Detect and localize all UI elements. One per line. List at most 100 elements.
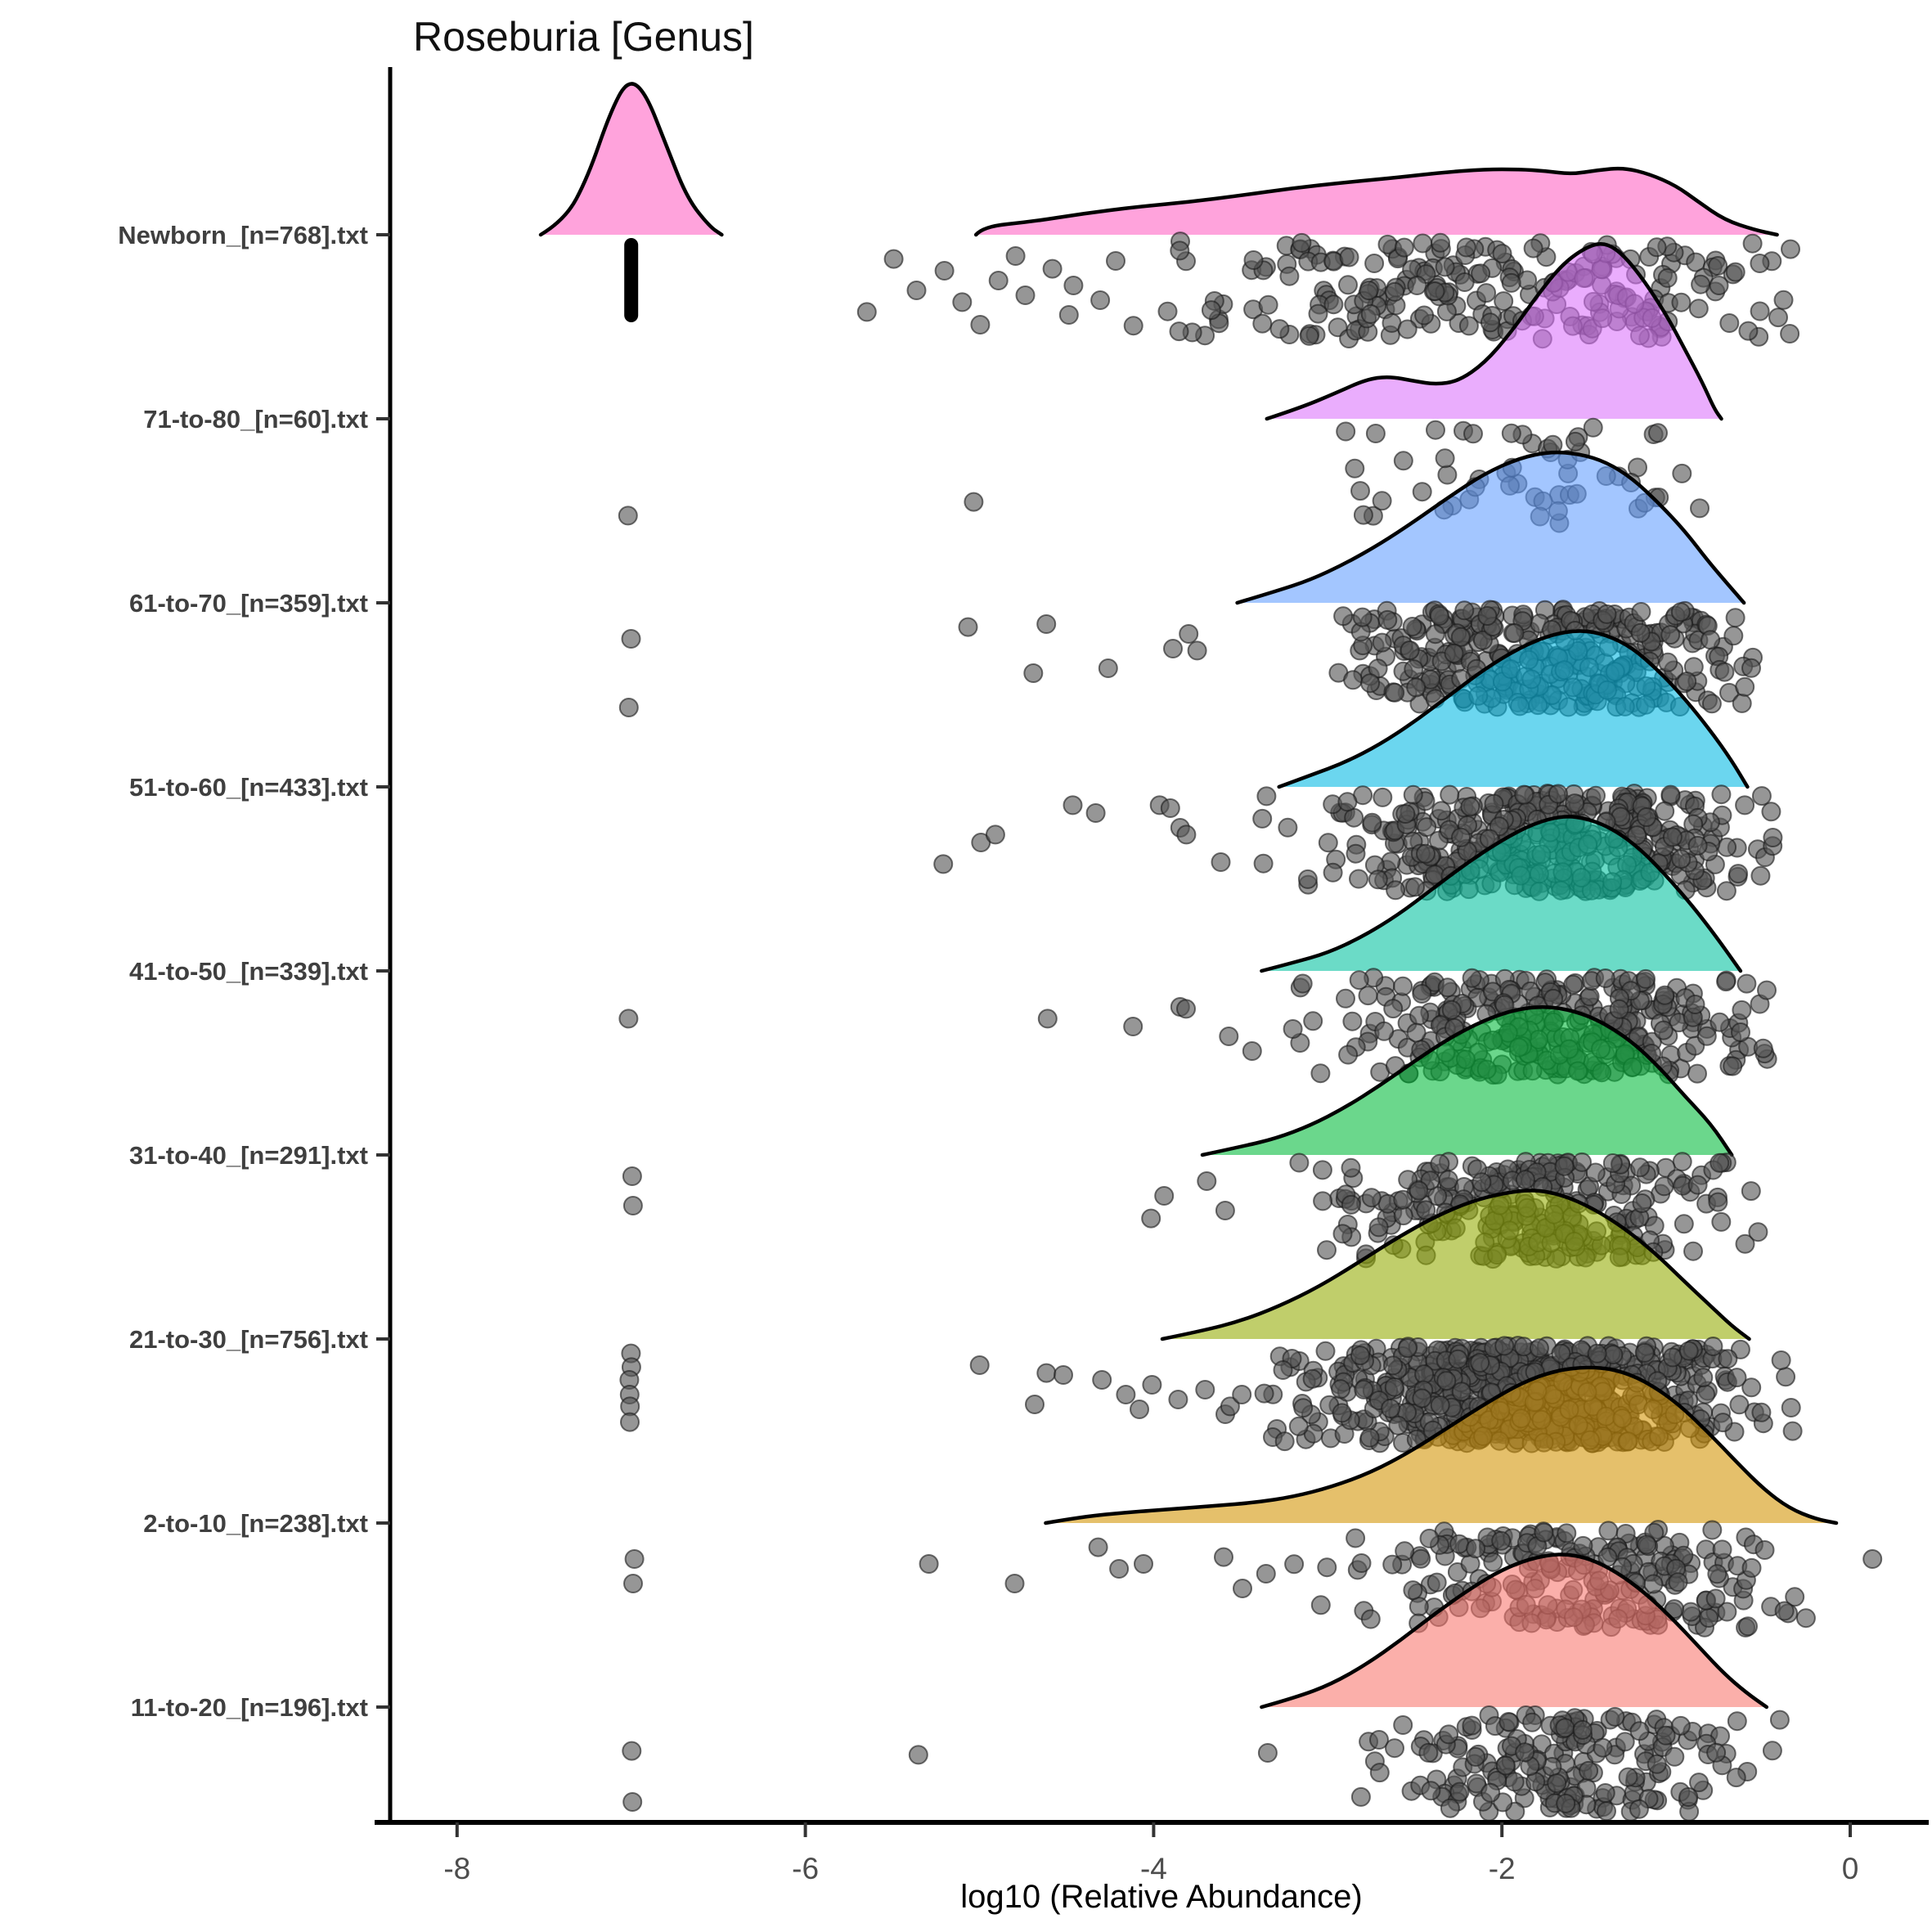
data-point: [1748, 1222, 1768, 1242]
data-point: [1412, 1388, 1432, 1409]
data-point: [1670, 602, 1691, 622]
data-point: [1685, 995, 1705, 1014]
data-point: [1106, 251, 1126, 271]
data-point: [1215, 1201, 1235, 1220]
data-point: [1609, 999, 1629, 1019]
y-tick-label: 11-to-20_[n=196].txt: [131, 1693, 368, 1722]
data-point: [906, 281, 927, 300]
data-point: [1364, 254, 1385, 273]
data-point: [1201, 300, 1221, 321]
data-point: [1256, 786, 1277, 806]
data-point: [1480, 312, 1500, 333]
data-point: [1470, 1353, 1490, 1373]
data-point: [1417, 817, 1437, 838]
data-point: [1441, 1000, 1462, 1020]
data-point: [1662, 827, 1683, 847]
data-point: [1515, 1742, 1535, 1763]
data-point: [1403, 1580, 1423, 1601]
data-point: [1476, 283, 1497, 303]
density-fill: [1045, 1367, 1836, 1523]
data-point: [1737, 973, 1757, 994]
data-point: [1362, 812, 1382, 833]
data-point: [1660, 784, 1681, 805]
data-point: [964, 492, 984, 512]
data-point: [1413, 233, 1433, 254]
data-point: [1187, 640, 1207, 661]
density-fill: [1261, 1554, 1767, 1707]
data-point: [1023, 663, 1044, 683]
data-point: [1583, 417, 1603, 438]
data-point: [1412, 482, 1432, 502]
data-point: [1336, 988, 1355, 1009]
data-point: [1123, 1017, 1143, 1036]
data-point: [1394, 237, 1414, 258]
data-point: [1440, 1798, 1460, 1818]
data-point: [1421, 1781, 1441, 1801]
data-point: [1718, 1349, 1738, 1369]
data-point: [1727, 1368, 1747, 1388]
data-point: [1256, 1564, 1276, 1584]
data-point: [1586, 785, 1606, 806]
data-point: [1637, 1534, 1657, 1555]
data-point: [1416, 1200, 1436, 1220]
zero-stack-bar: [624, 238, 639, 322]
data-point: [1689, 1772, 1709, 1793]
x-tick-label: -8: [443, 1852, 470, 1885]
data-point: [1130, 1400, 1149, 1419]
data-point: [1615, 1732, 1635, 1752]
data-point: [1750, 865, 1771, 886]
data-point: [970, 315, 991, 335]
data-point: [1648, 423, 1668, 443]
data-point: [1627, 825, 1647, 846]
data-point: [620, 1412, 640, 1432]
data-point: [1655, 801, 1675, 821]
data-point: [1339, 247, 1359, 267]
data-point: [1448, 1349, 1468, 1369]
data-point: [1435, 448, 1455, 469]
data-point: [1431, 232, 1450, 253]
data-point: [934, 261, 955, 281]
data-point: [1393, 451, 1413, 471]
data-point: [1407, 276, 1427, 295]
data-point: [1732, 1000, 1752, 1020]
data-point: [1436, 1371, 1457, 1391]
data-point: [1741, 1557, 1762, 1578]
data-point: [1353, 505, 1373, 525]
data-point: [1687, 1063, 1707, 1084]
data-point: [1289, 1152, 1310, 1173]
data-point: [1556, 1793, 1576, 1813]
data-point: [1555, 1718, 1575, 1738]
data-point: [1572, 1719, 1593, 1740]
data-point: [1529, 1338, 1549, 1359]
data-point: [1369, 1730, 1389, 1750]
data-point: [1707, 1564, 1728, 1584]
data-point: [1402, 617, 1422, 636]
data-point: [1691, 274, 1711, 294]
data-point: [1360, 673, 1381, 694]
data-point: [1618, 1767, 1638, 1787]
data-point: [1429, 605, 1449, 626]
data-point: [969, 1355, 990, 1375]
data-point: [1337, 792, 1358, 812]
ridge-row: [622, 1552, 1790, 1822]
data-point: [1393, 1715, 1413, 1735]
data-point: [1557, 1523, 1577, 1543]
data-point: [1534, 1522, 1554, 1543]
data-point: [1750, 254, 1770, 273]
data-point: [1726, 1768, 1746, 1788]
data-point: [1425, 281, 1445, 302]
data-point: [1741, 1377, 1762, 1398]
data-point: [1460, 797, 1480, 817]
data-point: [618, 698, 639, 717]
data-point: [1349, 869, 1368, 889]
data-point: [1368, 869, 1388, 890]
data-point: [1109, 1559, 1130, 1579]
data-point: [618, 1009, 639, 1029]
data-point: [1653, 1020, 1674, 1040]
data-point: [1258, 294, 1278, 315]
y-axis-ticks: Newborn_[n=768].txt 71-to-80_[n=60].txt 61…: [118, 221, 390, 1722]
data-point: [1763, 828, 1783, 847]
data-point: [1365, 424, 1386, 443]
data-point: [1687, 1175, 1708, 1195]
data-point: [1004, 1574, 1025, 1593]
